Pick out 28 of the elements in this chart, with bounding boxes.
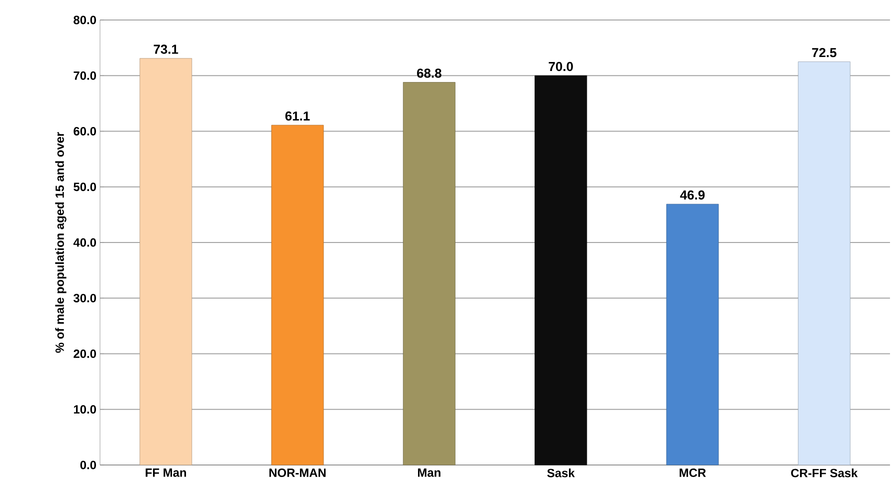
x-tick-label: NOR-MAN [269,468,326,477]
data-label: 72.5 [812,48,836,58]
x-tick-label: FF Man [146,468,186,477]
data-label: 73.1 [154,44,178,54]
x-tick-label: Man [418,468,440,477]
y-tick-label: 20.0 [74,350,96,358]
data-label: 46.9 [680,190,705,200]
y-tick-label: 40.0 [73,238,96,247]
x-tick-label: CR-FF Sask [791,468,858,478]
data-label: 61.1 [285,111,310,121]
y-tick-label: 0.0 [80,460,96,470]
bar [666,204,719,466]
data-label: 68.8 [417,68,442,78]
y-tick-label: 50.0 [74,182,96,192]
y-tick-label: 10.0 [74,405,96,414]
data-label: 70.0 [548,62,573,72]
y-tick-label: 60.0 [74,127,96,136]
bar [140,58,192,466]
x-tick-label: Sask [547,468,575,478]
y-tick-label: 80.0 [74,16,96,24]
bar [534,75,588,466]
bar [798,62,850,466]
bar [271,124,324,466]
bar [402,82,456,466]
x-tick-label: MCR [680,468,706,477]
y-axis-title: % of male population aged 15 and over [55,132,66,353]
y-tick-label: 30.0 [74,294,96,302]
y-tick-label: 70.0 [74,71,96,80]
